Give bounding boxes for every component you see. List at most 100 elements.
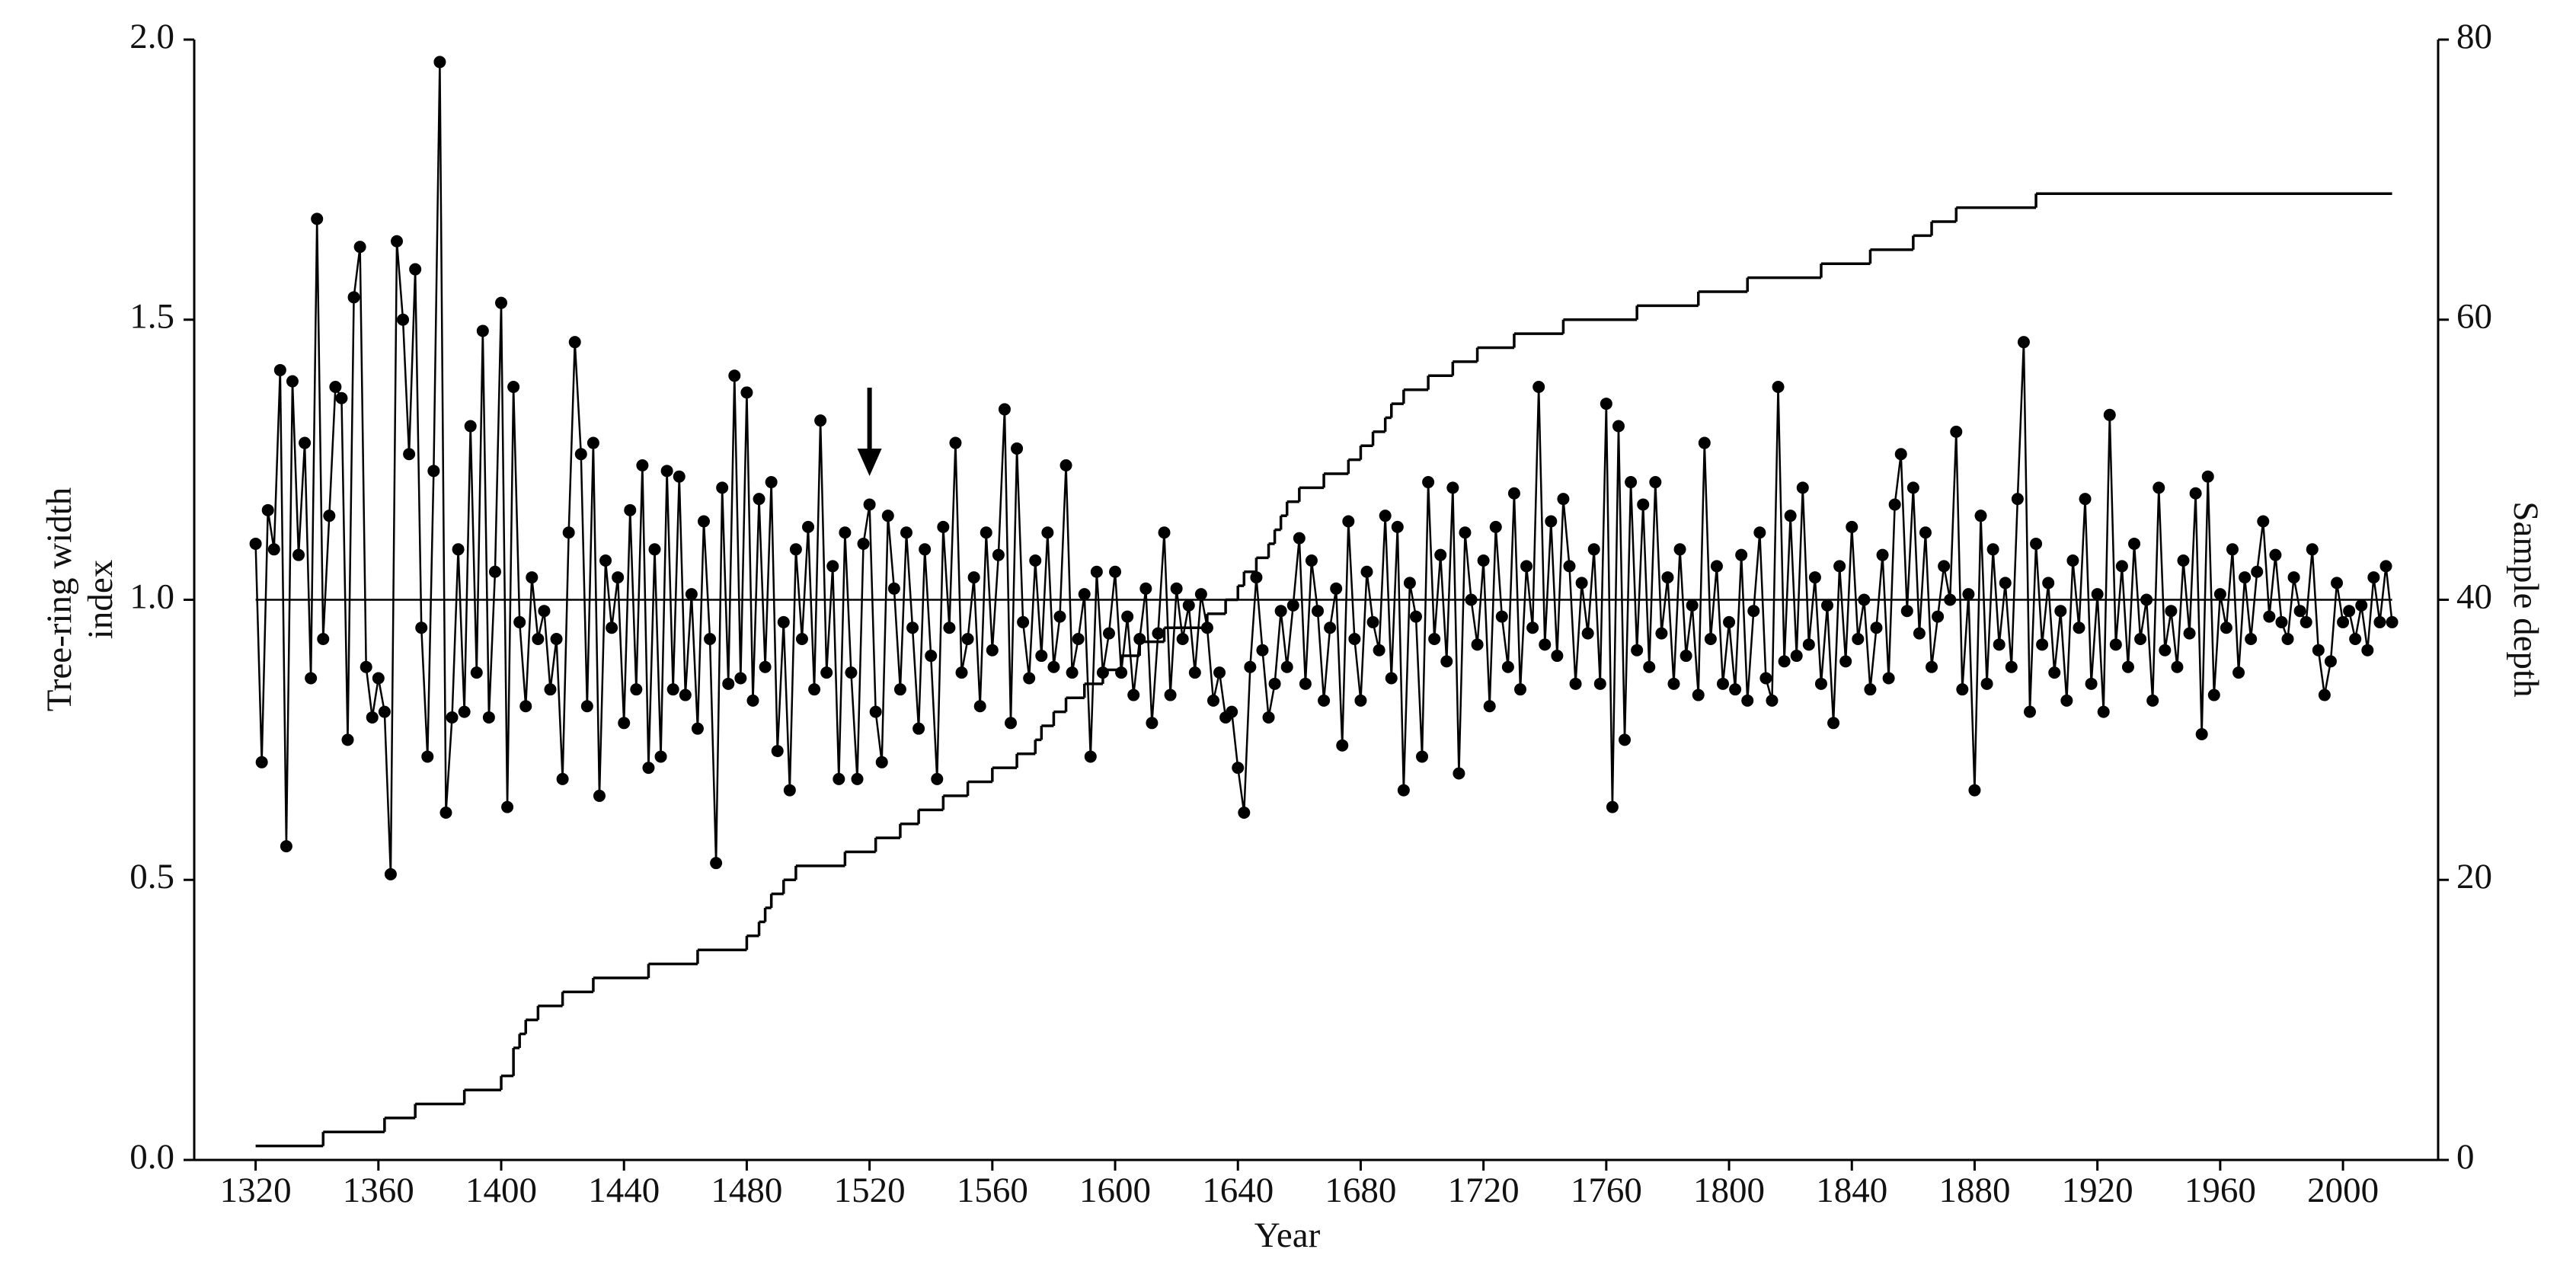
data-point xyxy=(335,391,348,404)
x-tick-label: 1760 xyxy=(1571,1171,1642,1210)
data-point xyxy=(1170,582,1183,595)
data-point xyxy=(599,554,612,567)
data-point xyxy=(1293,532,1306,545)
data-point xyxy=(1808,571,1821,584)
data-point xyxy=(415,621,428,634)
data-point xyxy=(2097,705,2110,718)
data-point xyxy=(1182,599,1195,612)
data-point xyxy=(691,722,704,735)
data-point xyxy=(746,694,759,707)
data-point xyxy=(998,403,1011,416)
data-point xyxy=(311,212,324,225)
x-tick-label: 1520 xyxy=(834,1171,906,1210)
data-point xyxy=(728,369,741,382)
data-point xyxy=(1772,381,1785,394)
data-point xyxy=(1207,694,1219,707)
data-point xyxy=(1360,565,1373,578)
data-point xyxy=(568,336,581,349)
data-point xyxy=(1146,717,1159,730)
data-point xyxy=(446,711,459,724)
data-point xyxy=(624,503,637,516)
y-tick-label: 1.5 xyxy=(129,297,174,337)
data-point xyxy=(305,672,318,685)
data-point xyxy=(2134,632,2147,645)
data-point xyxy=(378,705,391,718)
data-point xyxy=(1667,677,1680,690)
y2-tick-label: 40 xyxy=(2456,577,2492,616)
data-point xyxy=(1968,784,1981,797)
data-point xyxy=(341,733,354,746)
data-point xyxy=(2060,694,2073,707)
data-point xyxy=(2189,487,2202,500)
data-point xyxy=(1244,660,1257,673)
x-tick-label: 1800 xyxy=(1693,1171,1765,1210)
data-point xyxy=(1520,560,1533,573)
data-point xyxy=(2079,493,2092,506)
data-point xyxy=(2226,543,2239,556)
data-point xyxy=(1906,481,1919,494)
data-point xyxy=(427,465,440,478)
data-point xyxy=(550,632,563,645)
data-point xyxy=(1072,632,1085,645)
data-point xyxy=(2213,588,2226,601)
data-point xyxy=(618,717,631,730)
y2-tick-label: 60 xyxy=(2456,297,2492,337)
data-point xyxy=(1109,565,1122,578)
data-point xyxy=(1778,655,1791,668)
data-point xyxy=(1226,705,1238,718)
data-point xyxy=(1342,515,1355,528)
data-point xyxy=(2183,627,2196,640)
data-point xyxy=(1974,510,1987,522)
data-point xyxy=(685,588,698,601)
data-point xyxy=(366,711,379,724)
data-point xyxy=(1569,677,1582,690)
data-point xyxy=(452,543,465,556)
data-point xyxy=(1814,677,1827,690)
data-point xyxy=(1047,660,1060,673)
data-point xyxy=(1152,627,1165,640)
data-point xyxy=(1409,610,1422,623)
data-point xyxy=(931,772,944,785)
data-point xyxy=(2159,644,2172,657)
data-point xyxy=(501,800,514,813)
data-point xyxy=(1637,498,1650,511)
data-point xyxy=(2373,615,2386,628)
x-tick-label: 1560 xyxy=(957,1171,1028,1210)
data-point xyxy=(519,700,532,713)
data-point xyxy=(2073,621,2085,634)
data-point xyxy=(1262,711,1275,724)
data-point xyxy=(1005,717,1018,730)
data-point xyxy=(789,543,802,556)
data-point xyxy=(403,448,416,461)
x-tick-label: 2000 xyxy=(2307,1171,2379,1210)
data-point xyxy=(2312,644,2325,657)
data-point xyxy=(544,683,557,696)
data-point xyxy=(1587,543,1600,556)
data-point xyxy=(556,772,569,785)
data-point xyxy=(1735,548,1748,561)
data-point xyxy=(1495,610,1508,623)
data-point xyxy=(1336,739,1349,752)
data-point xyxy=(2153,481,2165,494)
data-point xyxy=(1373,644,1385,657)
y2-axis-label: Sample depth xyxy=(2506,501,2546,697)
y-axis-label: Tree-ring width xyxy=(40,487,79,712)
data-point xyxy=(1397,784,1410,797)
data-point xyxy=(2239,571,2252,584)
data-point xyxy=(1888,498,1901,511)
data-point xyxy=(586,436,599,449)
data-point xyxy=(704,632,717,645)
data-point xyxy=(1741,694,1754,707)
data-point xyxy=(1900,605,1913,618)
data-point xyxy=(2023,705,2036,718)
data-point xyxy=(980,526,992,539)
data-point xyxy=(2275,615,2288,628)
data-point xyxy=(2054,605,2067,618)
y-axis-label: index xyxy=(81,560,120,639)
data-point xyxy=(1956,683,1969,696)
data-point xyxy=(2121,660,2134,673)
data-point xyxy=(353,241,366,254)
data-point xyxy=(2017,336,2030,349)
data-point xyxy=(2343,605,2356,618)
data-point xyxy=(1354,694,1367,707)
